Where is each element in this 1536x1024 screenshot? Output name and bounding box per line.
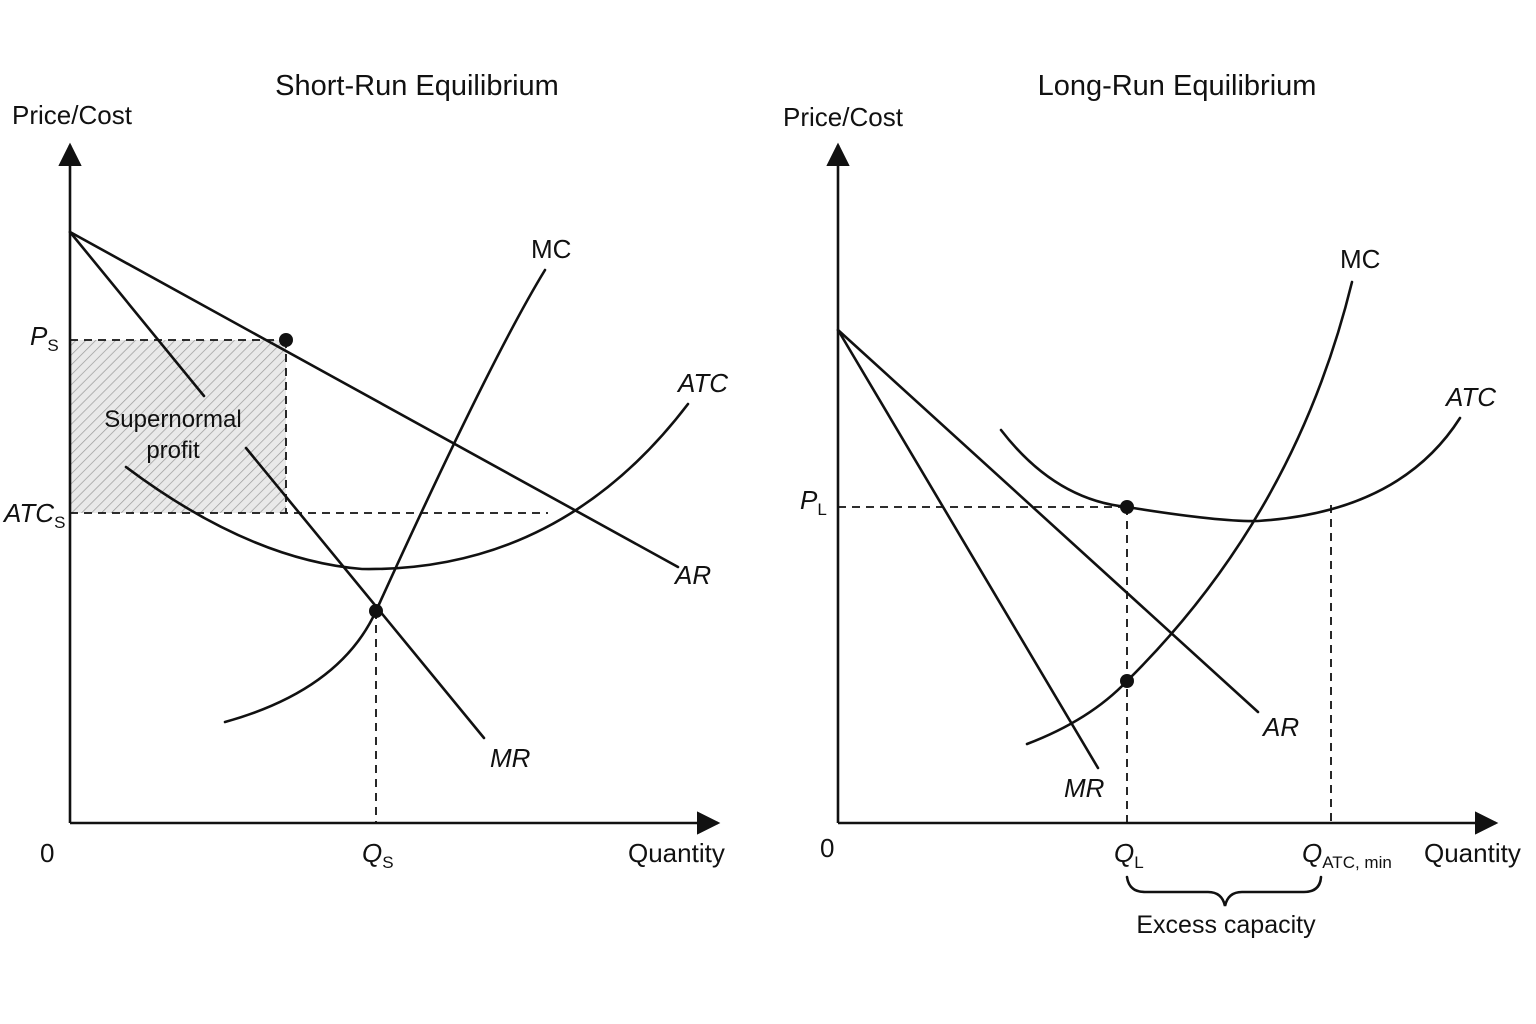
long-run-price-label: PL <box>800 485 827 519</box>
long-run-mc-curve <box>1027 282 1352 744</box>
supernormal-profit-label-line1: Supernormal <box>104 406 241 433</box>
long-run-tangency-point <box>1120 500 1134 514</box>
supernormal-profit-label-line2: profit <box>146 437 200 464</box>
long-run-mr-label: MR <box>1064 773 1104 803</box>
short-run-mr-label: MR <box>490 743 530 773</box>
long-run-x-axis-label: Quantity <box>1424 838 1521 868</box>
short-run-ar-label: AR <box>673 560 711 590</box>
long-run-quantity-label: QL <box>1114 838 1144 872</box>
short-run-quantity-label: QS <box>362 838 394 872</box>
excess-capacity-brace <box>1127 877 1321 906</box>
long-run-atc-curve <box>1001 418 1460 521</box>
long-run-title: Long-Run Equilibrium <box>1038 70 1317 102</box>
short-run-origin-label: 0 <box>40 838 54 868</box>
long-run-ar-curve <box>838 330 1258 712</box>
short-run-price-point <box>279 333 293 347</box>
short-run-mc-label: MC <box>531 234 571 264</box>
short-run-panel: Short-Run Equilibrium Price/Cost PS ATCS… <box>2 70 728 872</box>
short-run-x-axis-label: Quantity <box>628 838 725 868</box>
long-run-y-axis-label: Price/Cost <box>783 102 904 132</box>
short-run-mr-mc-point <box>369 604 383 618</box>
long-run-min-atc-quantity-label: QATC, min <box>1302 838 1392 872</box>
short-run-atc-value-label: ATCS <box>2 498 65 532</box>
long-run-atc-curve-label: ATC <box>1444 382 1496 412</box>
short-run-mr-curve-lower <box>246 448 484 738</box>
long-run-panel: Long-Run Equilibrium Price/Cost PL 0 QL … <box>783 70 1521 939</box>
long-run-mc-point <box>1120 674 1134 688</box>
short-run-price-label: PS <box>30 321 59 355</box>
excess-capacity-label: Excess capacity <box>1136 911 1316 939</box>
long-run-mr-curve <box>838 330 1098 768</box>
long-run-ar-label: AR <box>1261 712 1299 742</box>
short-run-title: Short-Run Equilibrium <box>275 70 559 102</box>
short-run-atc-curve-label: ATC <box>676 368 728 398</box>
long-run-origin-label: 0 <box>820 833 834 863</box>
long-run-mc-label: MC <box>1340 244 1380 274</box>
short-run-y-axis-label: Price/Cost <box>12 100 133 130</box>
